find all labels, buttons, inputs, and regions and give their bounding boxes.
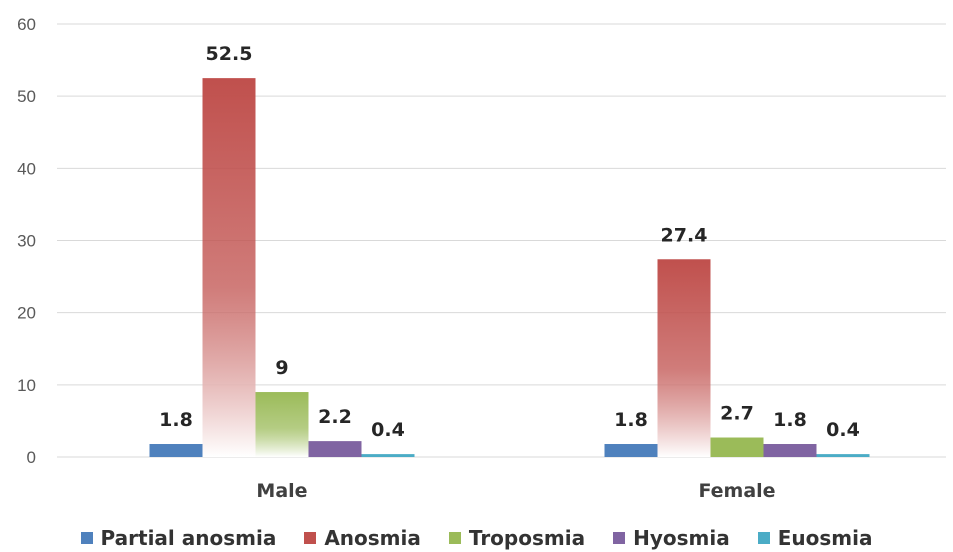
data-label: 0.4 xyxy=(371,419,405,441)
y-axis-ticks: 0 10 20 30 40 50 60 xyxy=(17,15,36,467)
bar-male-anosmia xyxy=(202,78,256,457)
legend-label: Troposmia xyxy=(468,526,586,550)
legend-label: Euosmia xyxy=(777,526,873,550)
legend-swatch xyxy=(448,532,461,544)
y-tick-label: 30 xyxy=(17,232,36,251)
data-label: 1.8 xyxy=(773,409,807,431)
bar-male-partial-anosmia xyxy=(149,444,203,457)
legend-swatch xyxy=(757,532,770,544)
y-tick-label: 50 xyxy=(17,87,36,106)
y-tick-label: 0 xyxy=(27,448,36,467)
bar-female-hyosmia xyxy=(763,444,817,457)
legend-swatch xyxy=(80,532,93,544)
data-label: 0.4 xyxy=(826,419,860,441)
legend-label: Partial anosmia xyxy=(100,526,277,550)
x-axis-ticks: Male Female xyxy=(256,480,775,502)
y-tick-label: 60 xyxy=(17,15,36,34)
bar-female-partial-anosmia xyxy=(604,444,658,457)
legend-item: Troposmia xyxy=(448,526,586,550)
data-label: 1.8 xyxy=(159,409,193,431)
legend-item: Anosmia xyxy=(304,526,421,550)
data-label: 52.5 xyxy=(206,43,253,65)
legend-swatch xyxy=(613,532,626,544)
data-label: 2.7 xyxy=(720,403,754,425)
bar-male-hyosmia xyxy=(308,441,362,457)
legend: Partial anosmia Anosmia Troposmia Hyosmia Eu… xyxy=(0,524,953,552)
bars xyxy=(149,78,870,457)
data-labels: 1.8 52.5 9 2.2 0.4 1.8 27.4 2.7 1.8 0.4 xyxy=(159,43,860,441)
bar-female-euosmia xyxy=(816,454,870,457)
bar-female-troposmia xyxy=(710,437,764,457)
legend-item: Partial anosmia xyxy=(80,526,277,550)
y-tick-label: 10 xyxy=(17,376,36,395)
data-label: 27.4 xyxy=(661,224,708,246)
data-label: 1.8 xyxy=(614,409,648,431)
legend-label: Hyosmia xyxy=(633,526,730,550)
y-tick-label: 40 xyxy=(17,159,36,178)
bar-male-euosmia xyxy=(361,454,415,457)
bar-male-troposmia xyxy=(255,392,309,457)
gridlines xyxy=(57,23,946,458)
x-tick-label: Female xyxy=(698,480,775,502)
data-label: 9 xyxy=(275,357,288,379)
bar-female-anosmia xyxy=(657,259,711,457)
legend-swatch xyxy=(304,532,317,544)
y-tick-label: 20 xyxy=(17,304,36,323)
data-label: 2.2 xyxy=(318,406,352,428)
x-tick-label: Male xyxy=(256,480,307,502)
legend-item: Hyosmia xyxy=(613,526,730,550)
legend-label: Anosmia xyxy=(324,526,421,550)
legend-item: Euosmia xyxy=(757,526,873,550)
